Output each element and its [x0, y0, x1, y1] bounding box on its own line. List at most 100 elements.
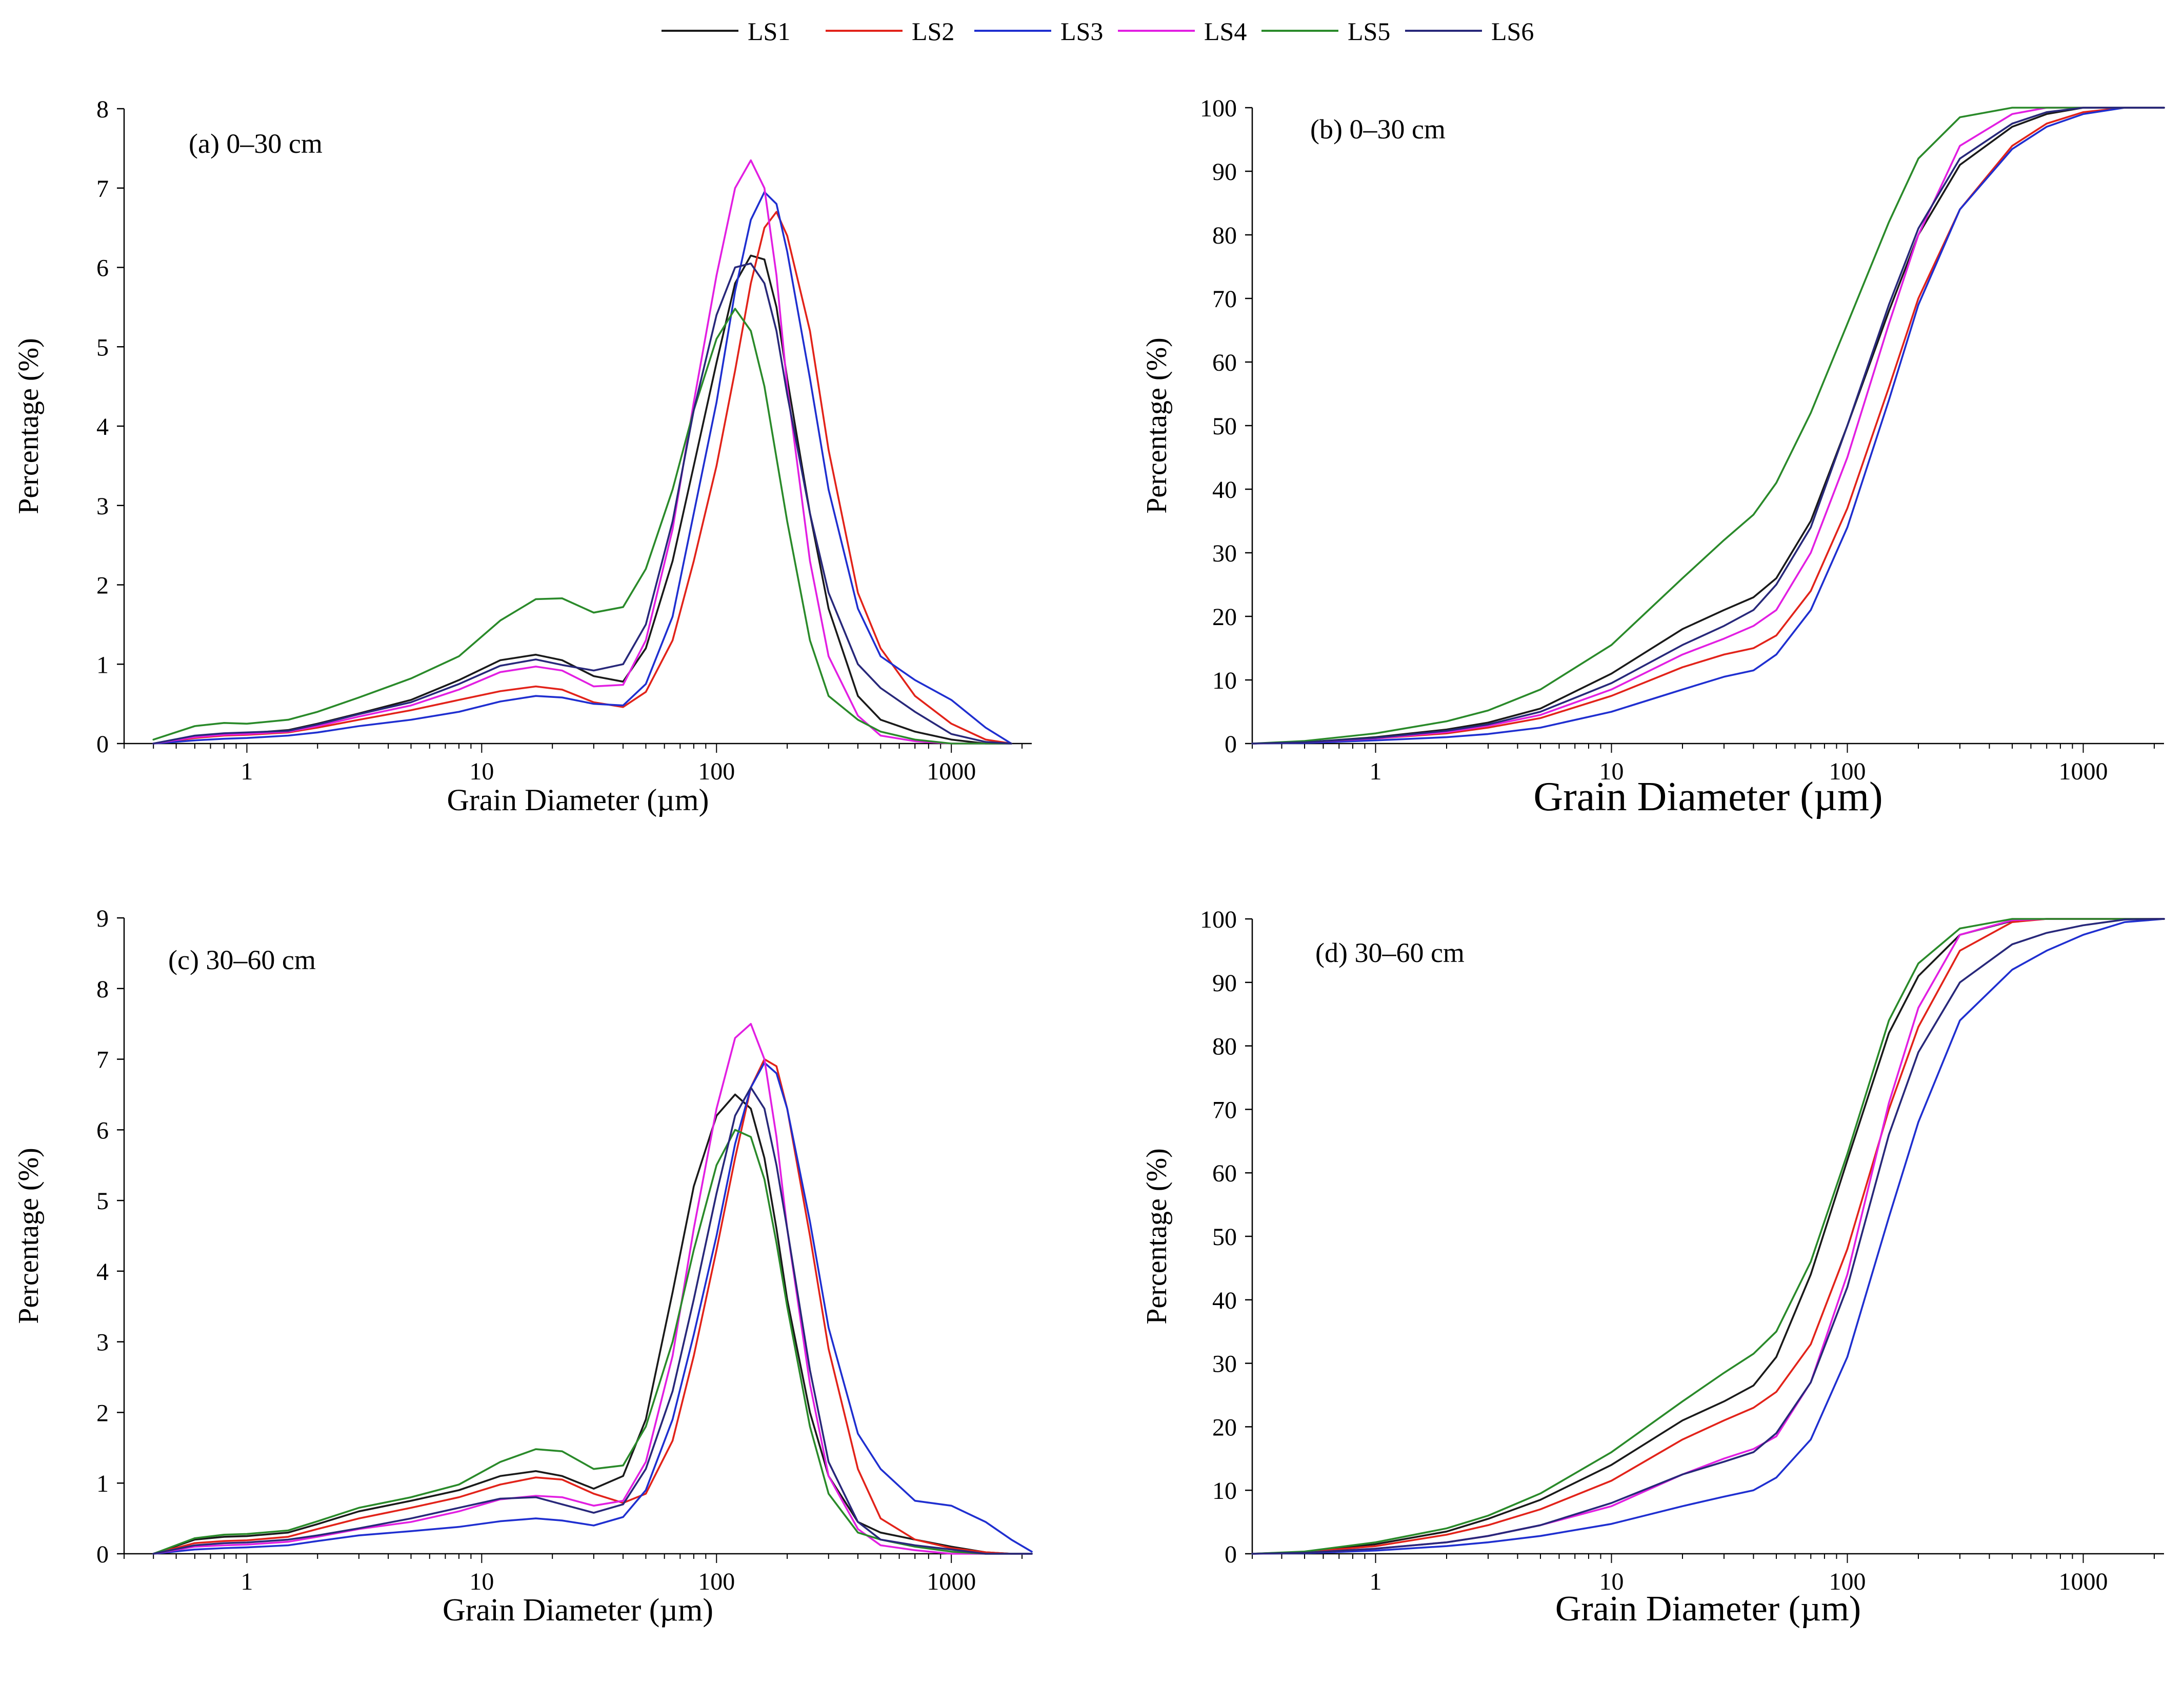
- y-tick-label-a: 8: [96, 96, 109, 123]
- x-tick-label-a: 1000: [927, 758, 976, 785]
- y-tick-label-c: 8: [96, 976, 109, 1003]
- y-tick-label-b: 90: [1212, 158, 1237, 186]
- series-line-ls4-b: [1251, 107, 2165, 745]
- x-tick-label-c: 100: [698, 1568, 735, 1595]
- y-axis-title-a: Percentage (%): [13, 338, 45, 514]
- legend-label-ls1: LS1: [748, 17, 790, 46]
- y-tick-label-b: 20: [1212, 604, 1237, 631]
- x-tick-label-b: 100: [1829, 758, 1866, 785]
- x-tick-label-a: 1: [241, 758, 253, 785]
- y-tick-label-a: 1: [96, 651, 109, 678]
- series-line-ls2-c: [152, 1058, 1033, 1555]
- y-tick-label-c: 2: [96, 1399, 109, 1427]
- y-tick-label-b: 30: [1212, 540, 1237, 567]
- series-line-ls6-b: [1251, 107, 2165, 745]
- legend-label-ls6: LS6: [1491, 17, 1534, 46]
- legend-label-ls5: LS5: [1348, 17, 1390, 46]
- y-tick-label-b: 0: [1225, 731, 1237, 758]
- series-line-ls5-c: [152, 1129, 1033, 1555]
- x-tick-label-b: 10: [1599, 758, 1624, 785]
- series-line-ls1-c: [152, 1093, 1033, 1555]
- y-axis-title-b: Percentage (%): [1141, 337, 1173, 514]
- y-tick-label-b: 80: [1212, 222, 1237, 249]
- y-tick-label-d: 100: [1200, 906, 1237, 933]
- series-line-ls4-a: [152, 159, 1012, 745]
- series-line-ls1-d: [1251, 918, 2165, 1555]
- y-tick-label-a: 4: [96, 413, 109, 440]
- series-line-ls3-b: [1251, 107, 2165, 745]
- series-line-ls2-a: [152, 211, 1012, 745]
- y-tick-label-a: 3: [96, 493, 109, 520]
- series-line-ls4-d: [1251, 918, 2165, 1555]
- series-line-ls6-c: [152, 1086, 1033, 1555]
- x-tick-label-d: 100: [1829, 1568, 1866, 1595]
- y-tick-label-d: 80: [1212, 1033, 1237, 1060]
- panel-label-c: (c) 30–60 cm: [168, 945, 316, 975]
- y-tick-label-b: 70: [1212, 286, 1237, 313]
- y-tick-label-c: 5: [96, 1188, 109, 1215]
- series-line-ls3-d: [1251, 918, 2165, 1555]
- series-line-ls6-a: [152, 262, 1012, 745]
- x-tick-label-c: 1: [241, 1568, 253, 1595]
- y-tick-label-d: 70: [1212, 1096, 1237, 1124]
- y-tick-label-d: 10: [1212, 1477, 1237, 1505]
- x-tick-label-a: 100: [698, 758, 735, 785]
- series-line-ls5-a: [152, 308, 1012, 745]
- y-tick-label-b: 40: [1212, 476, 1237, 504]
- panel-label-a: (a) 0–30 cm: [189, 128, 323, 159]
- y-axis-title-d: Percentage (%): [1141, 1148, 1173, 1325]
- y-tick-label-d: 60: [1212, 1160, 1237, 1187]
- x-tick-label-c: 1000: [927, 1568, 976, 1595]
- panel-a: 0 1 2 3 4 5 6 7 8 1 10 100 1000 Grain Diameter (µm) Pe…: [13, 96, 1032, 817]
- y-tick-label-c: 4: [96, 1258, 109, 1286]
- panel-c: 0 1 2 3 4 5 6 7 8 9 1 10 100 1000 Grain Diameter (µm) P…: [13, 905, 1033, 1628]
- series-line-ls1-b: [1251, 107, 2165, 745]
- x-axis-title-d: Grain Diameter (µm): [1555, 1589, 1861, 1629]
- series-line-ls2-d: [1251, 918, 2165, 1555]
- y-tick-label-a: 6: [96, 255, 109, 282]
- y-tick-label-c: 7: [96, 1047, 109, 1074]
- series-line-ls1-a: [152, 254, 1012, 745]
- y-tick-label-d: 50: [1212, 1224, 1237, 1251]
- x-axis-title-c: Grain Diameter (µm): [443, 1593, 713, 1628]
- series-line-ls2-b: [1251, 107, 2165, 745]
- y-tick-label-a: 0: [96, 731, 109, 758]
- series-line-ls4-c: [152, 1023, 1033, 1555]
- x-tick-label-d: 1: [1370, 1568, 1382, 1595]
- y-tick-label-a: 2: [96, 572, 109, 599]
- y-tick-label-c: 0: [96, 1541, 109, 1568]
- y-tick-label-d: 20: [1212, 1414, 1237, 1441]
- series-line-ls5-b: [1251, 107, 2165, 745]
- y-tick-label-c: 9: [96, 905, 109, 932]
- x-axis-title-b: Grain Diameter (µm): [1533, 774, 1882, 819]
- legend-label-ls4: LS4: [1204, 17, 1247, 46]
- y-tick-label-b: 100: [1200, 95, 1237, 122]
- y-tick-label-c: 3: [96, 1329, 109, 1356]
- panel-label-d: (d) 30–60 cm: [1315, 937, 1465, 968]
- series-line-ls3-c: [152, 1061, 1033, 1555]
- y-tick-label-d: 90: [1212, 970, 1237, 997]
- y-tick-label-c: 1: [96, 1470, 109, 1497]
- y-tick-label-c: 6: [96, 1117, 109, 1144]
- y-tick-label-a: 7: [96, 175, 109, 203]
- x-axis-title-a: Grain Diameter (µm): [447, 783, 709, 817]
- series-line-ls3-a: [152, 191, 1012, 745]
- panel-label-b: (b) 0–30 cm: [1310, 114, 1446, 145]
- y-tick-label-d: 0: [1225, 1541, 1237, 1568]
- series-line-ls5-d: [1251, 918, 2165, 1555]
- x-tick-label-d: 10: [1599, 1568, 1624, 1595]
- x-tick-label-b: 1: [1370, 758, 1382, 785]
- y-tick-label-b: 10: [1212, 667, 1237, 694]
- legend-label-ls2: LS2: [912, 17, 954, 46]
- x-tick-label-b: 1000: [2058, 758, 2108, 785]
- x-tick-label-a: 10: [469, 758, 494, 785]
- y-axis-title-c: Percentage (%): [13, 1148, 45, 1324]
- series-line-ls6-d: [1251, 918, 2165, 1555]
- x-tick-label-c: 10: [469, 1568, 494, 1595]
- y-tick-label-d: 40: [1212, 1287, 1237, 1314]
- x-tick-label-d: 1000: [2058, 1568, 2108, 1595]
- y-tick-label-b: 60: [1212, 349, 1237, 376]
